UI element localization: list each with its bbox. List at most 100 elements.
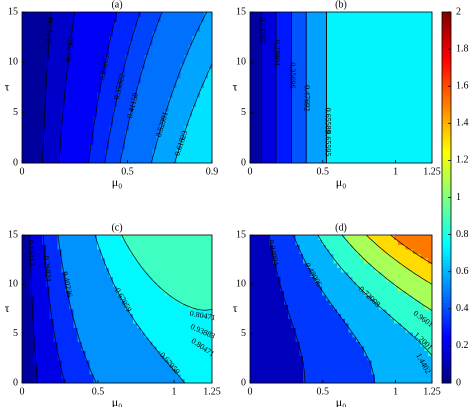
contour-fill xyxy=(140,111,146,117)
contour-fill xyxy=(152,45,158,51)
contour-fill xyxy=(272,350,278,356)
contour-fill xyxy=(85,262,90,268)
contour-fill xyxy=(81,106,86,112)
contour-fill xyxy=(85,290,90,296)
contour-fill xyxy=(318,35,323,41)
contour-fill xyxy=(25,59,31,65)
contour-fill xyxy=(156,364,162,370)
contour-fill xyxy=(276,78,281,84)
contour-fill xyxy=(132,239,138,245)
contour-fill xyxy=(184,153,189,159)
contour-fill xyxy=(105,78,110,84)
contour-fill xyxy=(128,96,134,103)
contour-fill xyxy=(196,304,201,310)
contour-fill xyxy=(250,295,255,301)
contour-fill xyxy=(314,78,319,84)
contour-fill xyxy=(401,54,406,60)
contour-fill xyxy=(128,355,134,361)
contour-fill xyxy=(424,30,429,37)
contour-fill xyxy=(176,35,181,41)
contour-fill xyxy=(250,111,255,117)
contour-fill xyxy=(208,244,213,250)
contour-line xyxy=(104,11,141,164)
contour-fill xyxy=(124,313,130,319)
contour-fill xyxy=(41,49,47,55)
contour-fill xyxy=(37,285,43,291)
contour-fill xyxy=(280,139,285,145)
contour-fill xyxy=(268,369,274,375)
contour-fill xyxy=(299,54,304,60)
contour-fill xyxy=(314,30,319,37)
contour-fill xyxy=(140,341,146,347)
contour-fill xyxy=(53,318,59,324)
contour-fill xyxy=(306,115,312,122)
contour-fill xyxy=(57,304,63,310)
contour-fill xyxy=(276,45,281,51)
contour-fill xyxy=(272,318,278,324)
contour-fill xyxy=(37,40,43,46)
contour-fill xyxy=(352,73,357,79)
contour-fill xyxy=(69,87,74,93)
contour-fill xyxy=(405,21,410,27)
contour-fill xyxy=(322,35,327,41)
contour-fill xyxy=(250,120,255,126)
contour-fill xyxy=(168,144,173,150)
contour-fill xyxy=(272,378,278,384)
contour-fill xyxy=(397,120,403,126)
contour-fill xyxy=(265,327,270,333)
contour-fill xyxy=(160,378,165,384)
contour-fill xyxy=(276,144,281,150)
contour-fill xyxy=(109,111,114,117)
contour-fill xyxy=(109,285,114,291)
contour-fill xyxy=(97,49,102,55)
contour-fill xyxy=(268,359,274,365)
contour-fill xyxy=(109,115,114,122)
contour-fill xyxy=(172,332,177,338)
contour-fill xyxy=(272,285,278,291)
contour-fill xyxy=(65,295,70,301)
contour-fill xyxy=(394,148,399,155)
contour-fill xyxy=(172,258,177,264)
contour-fill xyxy=(105,92,110,98)
contour-fill xyxy=(132,350,138,356)
contour-fill xyxy=(322,40,327,46)
contour-fill xyxy=(93,281,98,287)
contour-fill xyxy=(65,336,70,342)
contour-fill xyxy=(428,63,433,70)
contour-fill xyxy=(61,244,67,250)
contour-fill xyxy=(156,153,162,159)
contour-fill xyxy=(200,299,205,305)
contour-fill xyxy=(148,346,154,352)
contour-fill xyxy=(180,144,185,150)
contour-fill xyxy=(265,276,270,282)
contour-fill xyxy=(120,12,126,18)
contour-fill xyxy=(356,87,361,93)
contour-fill xyxy=(352,12,357,18)
contour-fill xyxy=(140,276,146,282)
contour-fill xyxy=(363,92,369,98)
contour-fill xyxy=(53,281,59,287)
contour-fill xyxy=(120,134,126,140)
contour-fill xyxy=(200,341,205,347)
contour-fill xyxy=(272,272,278,278)
contour-fill xyxy=(314,45,319,51)
contour-fill xyxy=(97,313,102,319)
contour-fill xyxy=(22,78,27,84)
contour-fill xyxy=(132,272,138,278)
contour-fill xyxy=(168,63,173,70)
contour-fill xyxy=(156,21,162,27)
contour-fill xyxy=(265,115,270,122)
contour-fill xyxy=(53,101,59,107)
contour-fill xyxy=(192,359,197,365)
contour-fill xyxy=(287,129,293,136)
contour-fill xyxy=(375,153,380,159)
contour-fill xyxy=(65,350,70,356)
contour-fill xyxy=(276,16,281,22)
contour-fill xyxy=(200,73,205,79)
contour-fill xyxy=(85,54,90,60)
contour-fill xyxy=(61,139,67,145)
contour-fill xyxy=(168,26,173,32)
contour-fill xyxy=(394,54,399,60)
contour-fill xyxy=(306,139,312,145)
contour-fill xyxy=(77,158,82,164)
